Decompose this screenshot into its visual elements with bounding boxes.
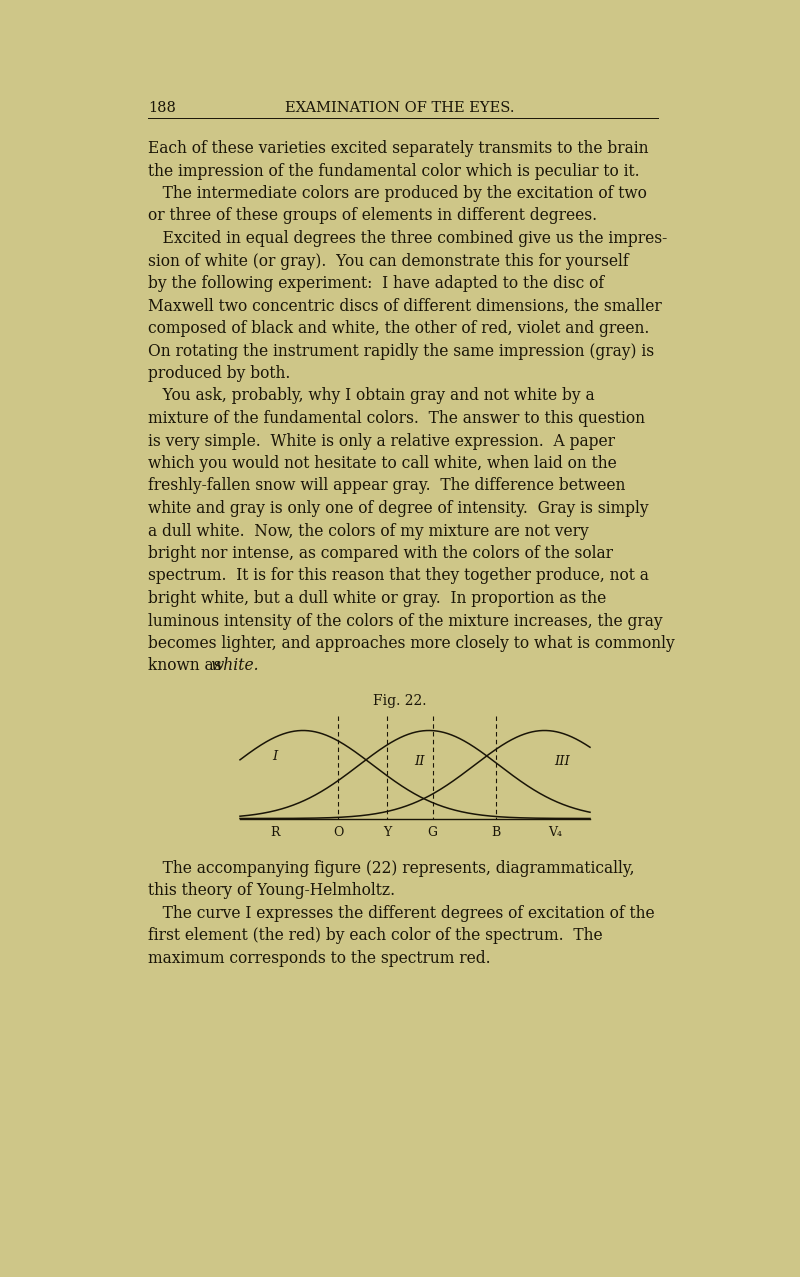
Text: composed of black and white, the other of red, violet and green.: composed of black and white, the other o… bbox=[148, 321, 650, 337]
Text: EXAMINATION OF THE EYES.: EXAMINATION OF THE EYES. bbox=[286, 101, 514, 115]
Text: Y: Y bbox=[383, 826, 391, 839]
Text: mixture of the fundamental colors.  The answer to this question: mixture of the fundamental colors. The a… bbox=[148, 410, 645, 427]
Text: maximum corresponds to the spectrum red.: maximum corresponds to the spectrum red. bbox=[148, 950, 490, 967]
Text: produced by both.: produced by both. bbox=[148, 365, 290, 382]
Text: bright white, but a dull white or gray.  In proportion as the: bright white, but a dull white or gray. … bbox=[148, 590, 606, 607]
Text: or three of these groups of elements in different degrees.: or three of these groups of elements in … bbox=[148, 207, 597, 225]
Text: On rotating the instrument rapidly the same impression (gray) is: On rotating the instrument rapidly the s… bbox=[148, 342, 654, 360]
Text: R: R bbox=[270, 826, 280, 839]
Text: II: II bbox=[414, 755, 424, 767]
Text: V₄: V₄ bbox=[548, 826, 562, 839]
Text: is very simple.  White is only a relative expression.  A paper: is very simple. White is only a relative… bbox=[148, 433, 615, 450]
Text: freshly-fallen snow will appear gray.  The difference between: freshly-fallen snow will appear gray. Th… bbox=[148, 478, 626, 494]
Text: the impression of the fundamental color which is peculiar to it.: the impression of the fundamental color … bbox=[148, 162, 640, 180]
Text: O: O bbox=[333, 826, 343, 839]
Text: which you would not hesitate to call white, when laid on the: which you would not hesitate to call whi… bbox=[148, 455, 617, 472]
Text: I: I bbox=[272, 751, 278, 764]
Text: 188: 188 bbox=[148, 101, 176, 115]
Text: Each of these varieties excited separately transmits to the brain: Each of these varieties excited separate… bbox=[148, 140, 649, 157]
Text: luminous intensity of the colors of the mixture increases, the gray: luminous intensity of the colors of the … bbox=[148, 613, 662, 630]
Text: B: B bbox=[491, 826, 500, 839]
Text: first element (the red) by each color of the spectrum.  The: first element (the red) by each color of… bbox=[148, 927, 602, 944]
Text: bright nor intense, as compared with the colors of the solar: bright nor intense, as compared with the… bbox=[148, 545, 613, 562]
Text: becomes lighter, and approaches more closely to what is commonly: becomes lighter, and approaches more clo… bbox=[148, 635, 674, 653]
Text: Fig. 22.: Fig. 22. bbox=[374, 693, 426, 707]
Text: Excited in equal degrees the three combined give us the impres-: Excited in equal degrees the three combi… bbox=[148, 230, 667, 246]
Text: The curve I expresses the different degrees of excitation of the: The curve I expresses the different degr… bbox=[148, 904, 654, 922]
Text: known as: known as bbox=[148, 658, 226, 674]
Text: You ask, probably, why I obtain gray and not white by a: You ask, probably, why I obtain gray and… bbox=[148, 387, 594, 405]
Text: white.: white. bbox=[210, 658, 258, 674]
Text: a dull white.  Now, the colors of my mixture are not very: a dull white. Now, the colors of my mixt… bbox=[148, 522, 589, 539]
Text: The accompanying figure (22) represents, diagrammatically,: The accompanying figure (22) represents,… bbox=[148, 859, 634, 877]
Text: spectrum.  It is for this reason that they together produce, not a: spectrum. It is for this reason that the… bbox=[148, 567, 649, 585]
Text: G: G bbox=[427, 826, 438, 839]
Text: The intermediate colors are produced by the excitation of two: The intermediate colors are produced by … bbox=[148, 185, 647, 202]
Text: this theory of Young-Helmholtz.: this theory of Young-Helmholtz. bbox=[148, 882, 395, 899]
Text: III: III bbox=[554, 755, 570, 767]
Text: by the following experiment:  I have adapted to the disc of: by the following experiment: I have adap… bbox=[148, 275, 604, 292]
Text: sion of white (or gray).  You can demonstrate this for yourself: sion of white (or gray). You can demonst… bbox=[148, 253, 629, 269]
Text: white and gray is only one of degree of intensity.  Gray is simply: white and gray is only one of degree of … bbox=[148, 501, 649, 517]
Text: Maxwell two concentric discs of different dimensions, the smaller: Maxwell two concentric discs of differen… bbox=[148, 298, 662, 314]
